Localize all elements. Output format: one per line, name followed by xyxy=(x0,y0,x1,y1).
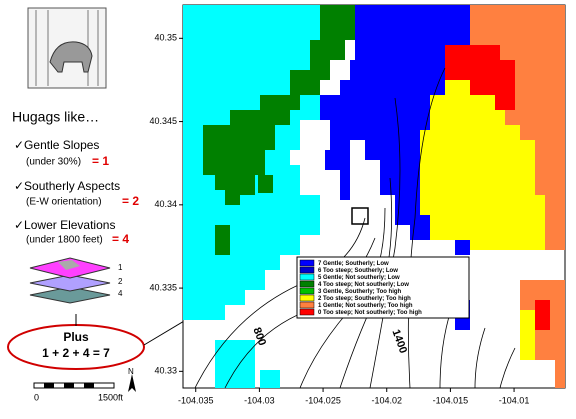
criterion: ✓Southerly Aspects xyxy=(14,179,120,193)
x-tick-label: -104.025 xyxy=(305,395,341,405)
sum-title: Plus xyxy=(63,330,89,344)
contour-label: 800 xyxy=(250,326,268,347)
legend-label: 4 Too steep; Not southerly; Low xyxy=(318,282,409,288)
layers-icon xyxy=(29,257,111,304)
legend-box xyxy=(296,256,470,319)
layer-label: 2 xyxy=(118,277,123,286)
legend-label: 5 Gentle; Not southerly; Low xyxy=(318,275,400,281)
x-tick-label: -104.03 xyxy=(244,395,275,405)
legend-label: 3 Gentle, Southerly; Too high xyxy=(318,289,402,295)
score: = 4 xyxy=(112,232,129,246)
criterion-note: (under 1800 feet) xyxy=(26,235,103,246)
legend-swatch xyxy=(299,301,315,309)
legend-label: 2 Too steep; Southerly; Too high xyxy=(318,296,411,302)
heading: Hugags like… xyxy=(12,109,99,125)
north-label: N xyxy=(128,367,134,376)
x-tick-label: -104.035 xyxy=(178,395,214,405)
x-tick-label: -104.02 xyxy=(371,395,402,405)
legend-swatch xyxy=(299,259,315,267)
map xyxy=(182,4,566,389)
criterion-note: (E-W orientation) xyxy=(26,197,102,208)
criterion: ✓Gentle Slopes xyxy=(14,138,99,152)
x-tick-label: -104.01 xyxy=(499,395,530,405)
score: = 2 xyxy=(122,194,139,208)
illustration xyxy=(27,7,107,89)
y-tick-label: 40.33 xyxy=(154,366,177,376)
legend-swatch xyxy=(299,266,315,274)
y-tick-label: 40.35 xyxy=(154,33,177,43)
legend-swatch xyxy=(299,287,315,295)
y-tick-label: 40.345 xyxy=(149,116,177,126)
legend-swatch xyxy=(299,273,315,281)
x-tick-label: -104.015 xyxy=(433,395,469,405)
layer-label: 4 xyxy=(118,289,123,298)
y-tick-label: 40.34 xyxy=(154,199,177,209)
scale-label: 0 xyxy=(34,392,39,402)
legend-swatch xyxy=(299,280,315,288)
score: = 1 xyxy=(92,154,109,168)
north-arrow xyxy=(128,374,136,392)
legend-label: 1 Gentle; Not southerly; Too high xyxy=(318,303,413,309)
scale-bar xyxy=(33,382,115,389)
layer-label: 1 xyxy=(118,263,123,272)
legend-swatch xyxy=(299,308,315,316)
legend-swatch xyxy=(299,294,315,302)
sum: 1 + 2 + 4 = 7 xyxy=(42,346,110,360)
scale-label: 1500ft xyxy=(98,392,124,402)
y-tick-label: 40.335 xyxy=(149,282,177,292)
legend-label: 7 Gentle; Southerly; Low xyxy=(318,261,389,267)
criterion-note: (under 30%) xyxy=(26,157,81,168)
criterion: ✓Lower Elevations xyxy=(14,218,115,232)
legend-label: 0 Too steep; Not southerly; Too high xyxy=(318,310,422,316)
legend-label: 6 Too steep; Southerly; Low xyxy=(318,268,398,274)
